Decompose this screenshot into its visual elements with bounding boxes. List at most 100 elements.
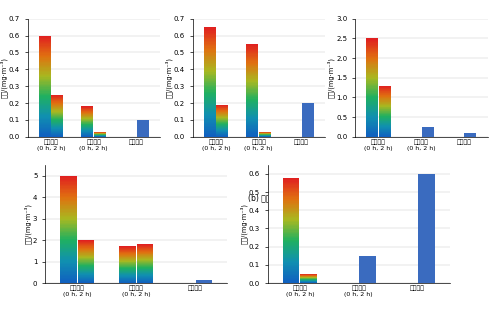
Bar xyxy=(38,60,50,61)
Bar xyxy=(119,260,136,261)
Bar xyxy=(379,117,391,118)
Bar xyxy=(379,118,391,119)
Bar xyxy=(283,278,300,279)
Bar xyxy=(204,77,216,78)
Bar xyxy=(78,268,94,269)
Bar xyxy=(204,126,216,127)
Bar xyxy=(60,274,77,275)
Bar xyxy=(60,198,77,200)
Bar xyxy=(204,61,216,63)
Bar xyxy=(78,251,94,252)
Bar xyxy=(360,256,376,283)
Bar xyxy=(38,109,50,110)
Bar xyxy=(78,252,94,253)
Bar xyxy=(204,85,216,86)
Bar xyxy=(38,54,50,56)
Bar xyxy=(60,215,77,216)
Bar xyxy=(60,190,77,192)
Bar xyxy=(283,274,300,275)
Bar xyxy=(379,111,391,112)
Bar xyxy=(366,62,378,63)
Bar xyxy=(204,81,216,82)
Bar xyxy=(379,103,391,104)
Bar xyxy=(246,80,258,81)
Bar xyxy=(246,129,258,130)
Bar xyxy=(283,189,300,191)
Bar xyxy=(216,131,228,132)
Bar xyxy=(366,85,378,86)
Bar xyxy=(366,54,378,56)
Bar xyxy=(283,276,300,278)
Bar xyxy=(52,123,64,124)
Bar xyxy=(366,114,378,115)
Bar xyxy=(216,113,228,114)
Bar xyxy=(82,131,94,132)
Bar xyxy=(78,281,94,282)
Bar xyxy=(283,201,300,202)
Bar xyxy=(204,27,216,29)
Bar xyxy=(216,121,228,122)
Bar xyxy=(246,59,258,60)
Bar xyxy=(60,219,77,220)
Bar xyxy=(366,117,378,118)
Bar xyxy=(216,125,228,126)
Bar xyxy=(38,114,50,115)
Bar xyxy=(216,134,228,135)
Bar xyxy=(82,125,94,126)
Bar xyxy=(82,135,94,136)
Bar xyxy=(60,204,77,205)
Bar xyxy=(60,220,77,221)
Bar xyxy=(119,268,136,269)
Bar xyxy=(246,64,258,65)
Bar xyxy=(38,49,50,51)
Bar xyxy=(52,98,64,99)
Bar xyxy=(379,89,391,90)
Bar xyxy=(60,227,77,228)
Bar xyxy=(204,120,216,122)
Bar xyxy=(366,122,378,123)
Bar xyxy=(366,111,378,112)
Bar xyxy=(204,37,216,38)
Bar xyxy=(119,264,136,265)
Bar xyxy=(204,29,216,30)
Bar xyxy=(60,192,77,193)
Bar xyxy=(366,90,378,91)
Bar xyxy=(283,242,300,244)
Bar xyxy=(137,282,154,283)
Bar xyxy=(246,135,258,136)
Bar xyxy=(379,128,391,129)
Bar xyxy=(246,54,258,56)
Bar xyxy=(137,278,154,279)
Bar xyxy=(38,96,50,98)
Bar xyxy=(60,177,77,178)
Bar xyxy=(283,270,300,271)
Bar xyxy=(379,99,391,100)
Bar xyxy=(283,272,300,274)
Bar xyxy=(283,232,300,233)
Bar xyxy=(366,64,378,65)
Bar xyxy=(246,110,258,111)
Bar xyxy=(216,135,228,136)
Bar xyxy=(119,263,136,264)
Bar xyxy=(38,134,50,136)
Bar xyxy=(82,132,94,133)
Bar xyxy=(60,197,77,198)
Bar xyxy=(52,108,64,109)
Bar xyxy=(119,257,136,258)
Bar xyxy=(38,41,50,42)
Bar xyxy=(246,103,258,104)
Bar xyxy=(283,251,300,253)
Bar xyxy=(216,109,228,110)
Bar xyxy=(216,130,228,131)
Bar xyxy=(60,252,77,253)
Bar xyxy=(38,58,50,60)
Bar xyxy=(366,86,378,88)
Bar xyxy=(52,109,64,110)
Bar xyxy=(366,75,378,77)
Bar xyxy=(137,252,154,253)
Bar xyxy=(38,127,50,128)
Bar xyxy=(302,103,314,137)
Bar xyxy=(246,97,258,99)
Bar xyxy=(204,35,216,37)
Bar xyxy=(78,254,94,255)
